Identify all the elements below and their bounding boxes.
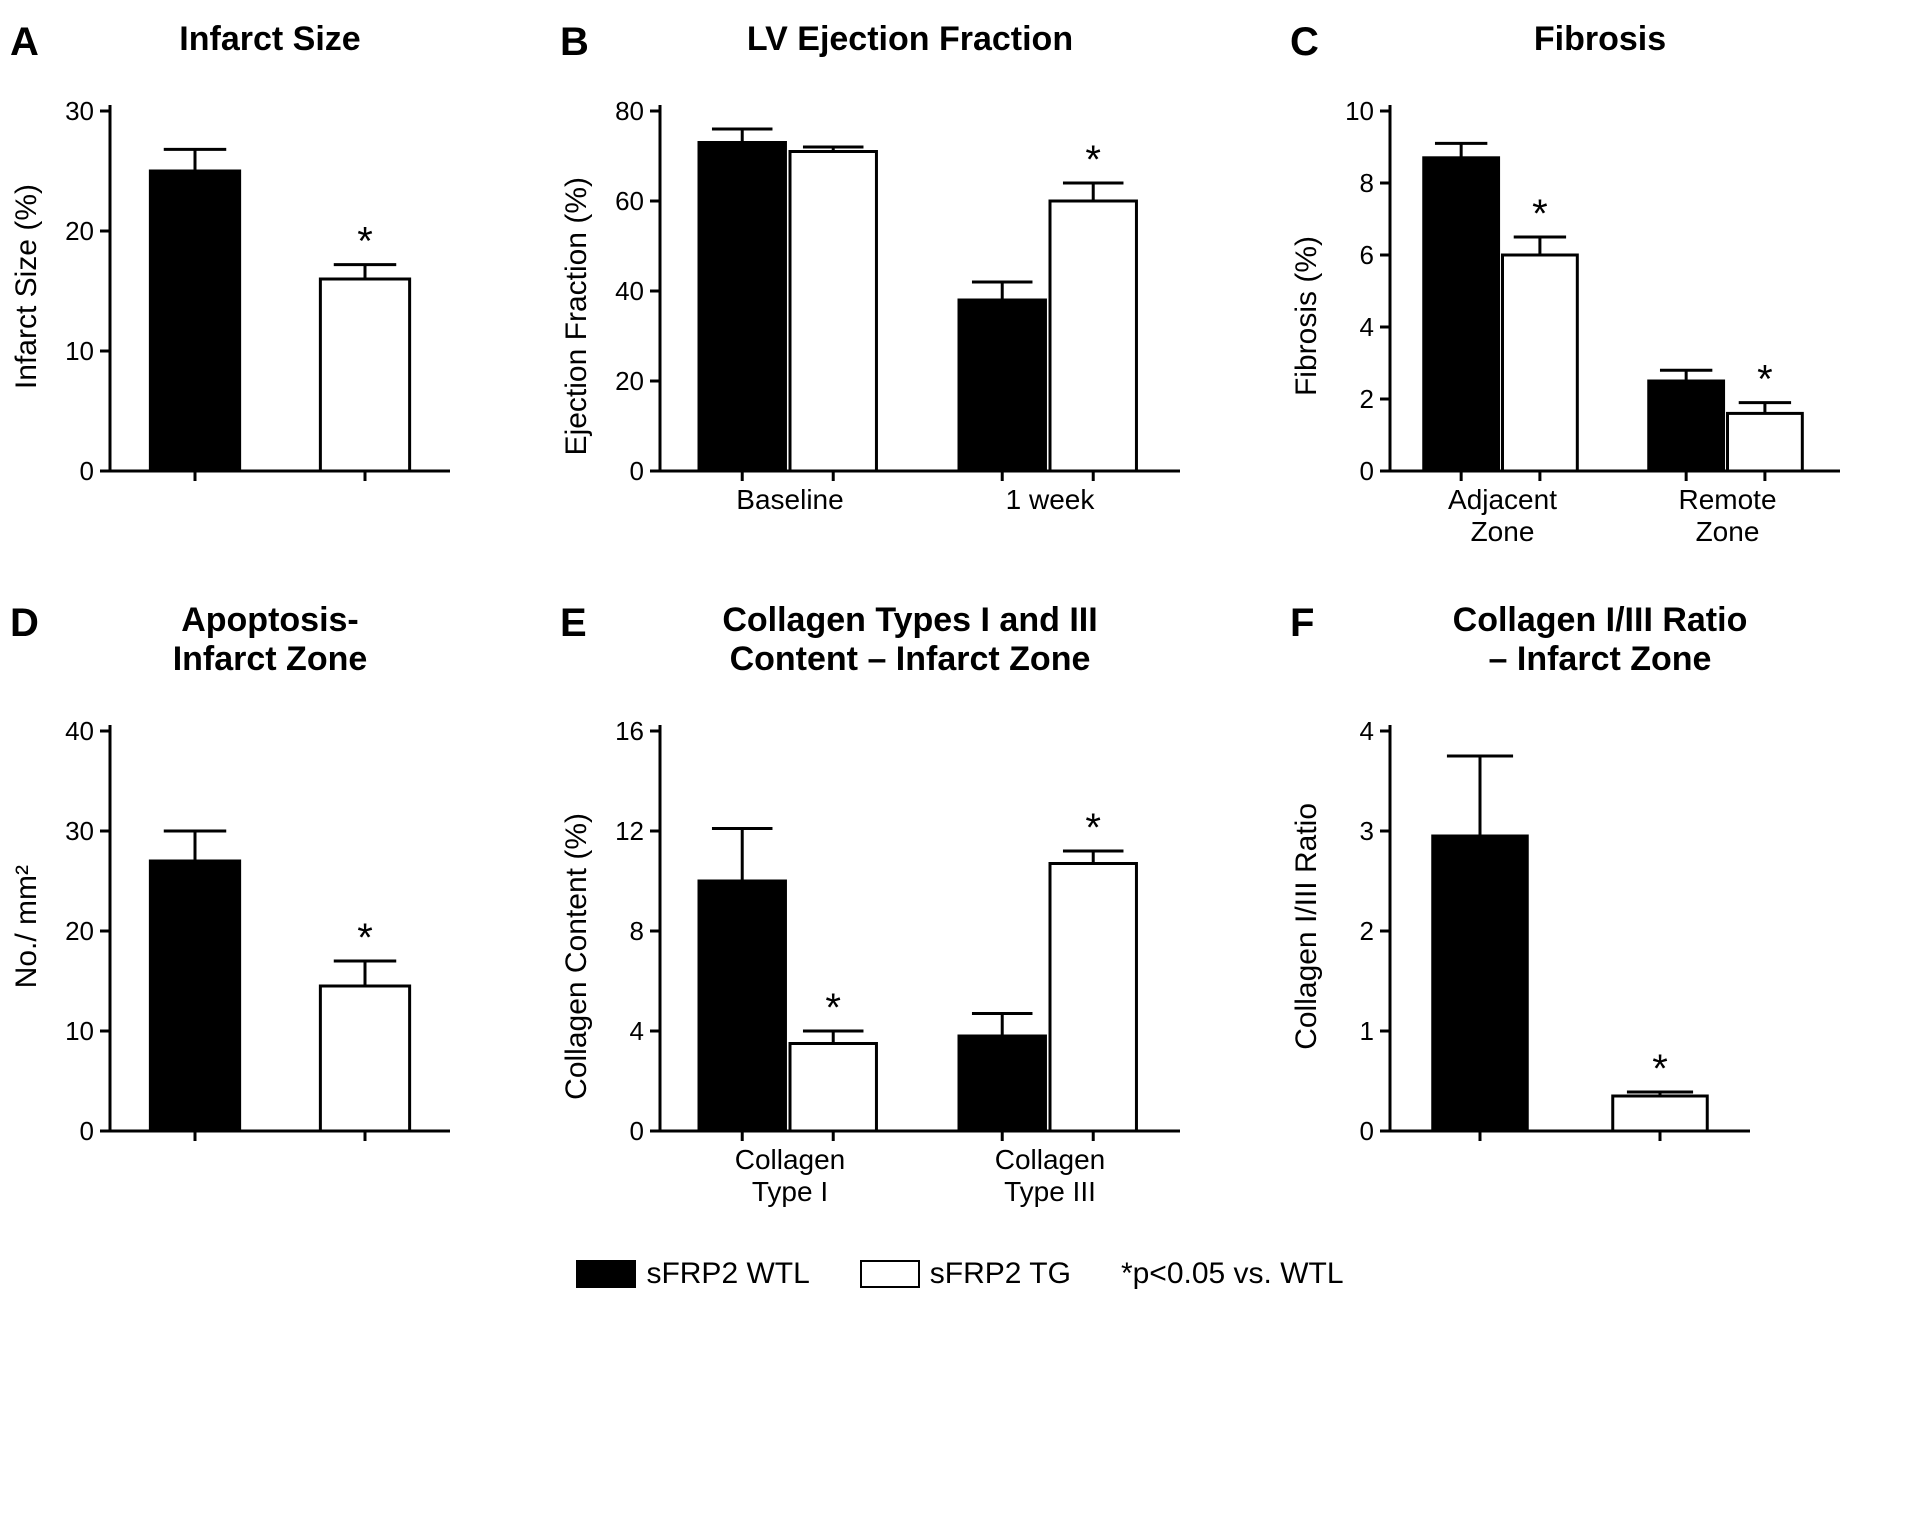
svg-text:20: 20 (65, 916, 94, 946)
svg-text:40: 40 (615, 276, 644, 306)
svg-text:3: 3 (1360, 816, 1374, 846)
panel-letter: B (560, 20, 589, 65)
svg-text:*: * (1085, 806, 1101, 850)
svg-text:40: 40 (65, 716, 94, 746)
svg-text:1: 1 (1360, 1016, 1374, 1046)
svg-text:0: 0 (630, 1116, 644, 1146)
legend-label: sFRP2 TG (930, 1257, 1071, 1291)
legend-swatch-white (860, 1260, 920, 1288)
panel-title: Apoptosis- Infarct Zone (10, 601, 530, 679)
svg-text:20: 20 (65, 216, 94, 246)
svg-text:0: 0 (80, 1116, 94, 1146)
svg-text:*: * (357, 916, 373, 960)
panel-F: FCollagen I/III Ratio – Infarct Zone Coll… (1290, 601, 1910, 1221)
svg-text:*: * (357, 220, 373, 264)
svg-text:10: 10 (1345, 96, 1374, 126)
y-axis-label: Fibrosis (%) (1290, 236, 1324, 396)
panel-E: ECollagen Types I and III Content – Infa… (560, 601, 1260, 1221)
svg-text:0: 0 (630, 456, 644, 486)
svg-text:2: 2 (1360, 916, 1374, 946)
svg-text:Type I: Type I (752, 1176, 828, 1207)
chart-svg: 0 10 20 30 * (50, 71, 470, 501)
y-axis-label: No./ mm² (10, 865, 44, 988)
chart-svg: 0 1 2 3 4 * (1330, 691, 1770, 1161)
panel-letter: A (10, 20, 39, 65)
svg-text:30: 30 (65, 96, 94, 126)
panel-B: BLV Ejection Fraction Ejection Fraction (… (560, 20, 1260, 561)
panel-letter: C (1290, 20, 1319, 65)
svg-text:4: 4 (1360, 312, 1374, 342)
svg-text:Adjacent: Adjacent (1448, 484, 1557, 515)
svg-text:6: 6 (1360, 240, 1374, 270)
svg-text:Collagen: Collagen (735, 1144, 846, 1175)
y-axis-label: Ejection Fraction (%) (560, 177, 594, 455)
svg-text:0: 0 (1360, 1116, 1374, 1146)
svg-text:Remote: Remote (1678, 484, 1776, 515)
panel-letter: F (1290, 601, 1314, 646)
legend-sig-text: *p<0.05 vs. WTL (1121, 1257, 1344, 1291)
svg-text:Collagen: Collagen (995, 1144, 1106, 1175)
svg-text:4: 4 (1360, 716, 1374, 746)
svg-text:30: 30 (65, 816, 94, 846)
svg-text:60: 60 (615, 186, 644, 216)
svg-text:*: * (1532, 192, 1548, 236)
svg-text:16: 16 (615, 716, 644, 746)
svg-text:2: 2 (1360, 384, 1374, 414)
legend-item-tg: sFRP2 TG (860, 1257, 1071, 1291)
chart-svg: 0 20 40 60 80 Baseline * 1 week (600, 71, 1200, 561)
svg-text:*: * (1652, 1047, 1668, 1091)
panel-letter: E (560, 601, 587, 646)
svg-text:*: * (825, 986, 841, 1030)
svg-text:Type III: Type III (1004, 1176, 1096, 1207)
panel-letter: D (10, 601, 39, 646)
svg-text:8: 8 (630, 916, 644, 946)
panel-title: Infarct Size (10, 20, 530, 59)
svg-text:Baseline: Baseline (736, 484, 843, 515)
svg-text:4: 4 (630, 1016, 644, 1046)
y-axis-label: Collagen I/III Ratio (1290, 803, 1324, 1050)
svg-text:*: * (1085, 138, 1101, 182)
svg-text:10: 10 (65, 336, 94, 366)
svg-text:8: 8 (1360, 168, 1374, 198)
svg-text:1 week: 1 week (1006, 484, 1096, 515)
y-axis-label: Collagen Content (%) (560, 813, 594, 1100)
panel-title: LV Ejection Fraction (560, 20, 1260, 59)
chart-svg: 0246810*AdjacentZone*RemoteZone (1330, 71, 1860, 561)
svg-text:80: 80 (615, 96, 644, 126)
svg-text:10: 10 (65, 1016, 94, 1046)
legend-item-wtl: sFRP2 WTL (576, 1257, 809, 1291)
svg-text:0: 0 (1360, 456, 1374, 486)
figure-grid: AInfarct SizeInfarct Size (%)0102030* BL… (20, 20, 1900, 1221)
chart-svg: 0 10 20 30 40 * (50, 691, 470, 1161)
svg-text:Zone: Zone (1696, 516, 1760, 547)
svg-text:Zone: Zone (1471, 516, 1535, 547)
legend-swatch-black (576, 1260, 636, 1288)
panel-A: AInfarct Size Infarct Size (%) 0 10 20 30 * (10, 20, 530, 561)
panel-title: Fibrosis (1290, 20, 1910, 59)
panel-title: Collagen I/III Ratio – Infarct Zone (1290, 601, 1910, 679)
figure-legend: sFRP2 WTL sFRP2 TG *p<0.05 vs. WTL (20, 1257, 1900, 1291)
y-axis-label: Infarct Size (%) (10, 184, 44, 389)
chart-svg: 0481216*CollagenType I*CollagenType III (600, 691, 1200, 1221)
panel-C: CFibrosisFibrosis (%)0246810*AdjacentZon… (1290, 20, 1910, 561)
svg-text:12: 12 (615, 816, 644, 846)
svg-text:20: 20 (615, 366, 644, 396)
svg-text:*: * (1757, 358, 1773, 402)
legend-label: sFRP2 WTL (646, 1257, 809, 1291)
panel-title: Collagen Types I and III Content – Infar… (560, 601, 1260, 679)
svg-text:0: 0 (80, 456, 94, 486)
panel-D: DApoptosis- Infarct Zone No./ mm² 0 10 20 30 4… (10, 601, 530, 1221)
